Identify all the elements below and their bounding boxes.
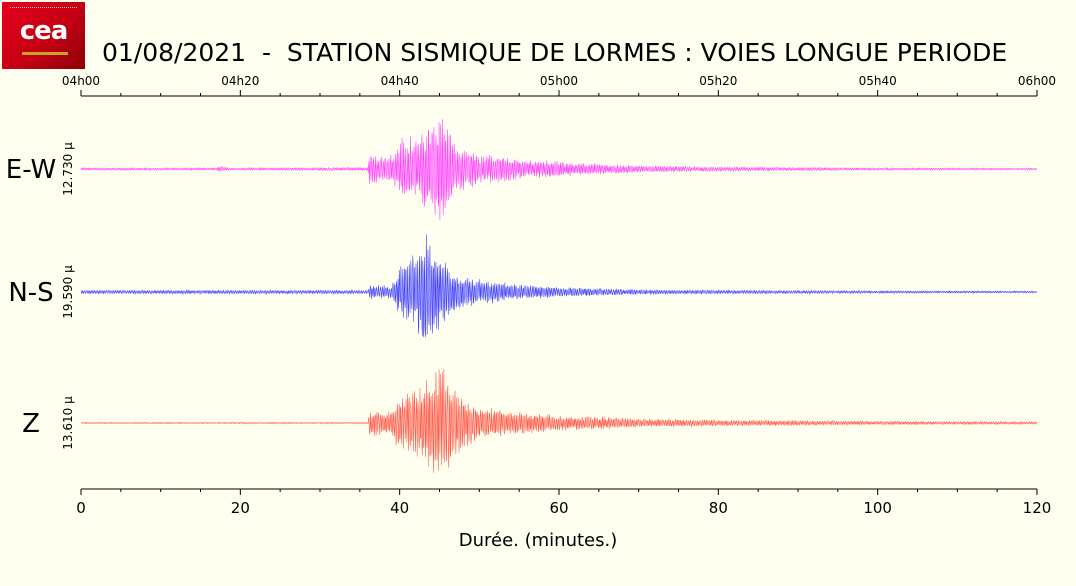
seismic-traces [80, 119, 1038, 473]
top-tick-label: 05h40 [859, 74, 897, 88]
channel-scale-label: 12.730 µ [61, 142, 75, 196]
channel-name: Z [22, 409, 40, 439]
trace-e-w [80, 119, 1038, 221]
x-tick-label: 20 [231, 499, 250, 517]
channel-scale-label: 13.610 µ [61, 396, 75, 450]
logo-text: cea [19, 16, 69, 46]
channel-labels: E-W 12.730 µ N-S 19.590 µ Z 13.610 µ [6, 142, 75, 450]
channel-name: E-W [6, 155, 56, 185]
top-tick-label: 04h40 [381, 74, 419, 88]
x-tick-label: 60 [549, 499, 568, 517]
channel-name: N-S [8, 278, 53, 308]
cea-logo: cea [2, 2, 85, 69]
x-axis-label: Durée. (minutes.) [459, 530, 618, 551]
x-tick-label: 40 [390, 499, 409, 517]
chart-title: 01/08/2021 - STATION SISMIQUE DE LORMES … [102, 38, 1008, 67]
top-tick-label: 06h00 [1018, 74, 1056, 88]
trace-z [80, 368, 1038, 473]
channel-scale-label: 19.590 µ [61, 265, 75, 319]
trace-n-s [80, 234, 1038, 338]
x-tick-label: 0 [76, 499, 86, 517]
top-tick-label: 05h20 [699, 74, 737, 88]
x-tick-label: 120 [1023, 499, 1052, 517]
logo-decoration [10, 7, 77, 10]
x-tick-label: 100 [863, 499, 892, 517]
top-tick-label: 04h20 [221, 74, 259, 88]
logo-underline [22, 52, 68, 55]
top-time-axis: 04h00 04h20 04h40 05h00 05h20 05h40 06h00 [62, 74, 1056, 97]
bottom-duration-axis: 0 20 40 60 80 100 120 [76, 488, 1052, 517]
top-tick-label: 05h00 [540, 74, 578, 88]
top-tick-label: 04h00 [62, 74, 100, 88]
x-tick-label: 80 [709, 499, 728, 517]
